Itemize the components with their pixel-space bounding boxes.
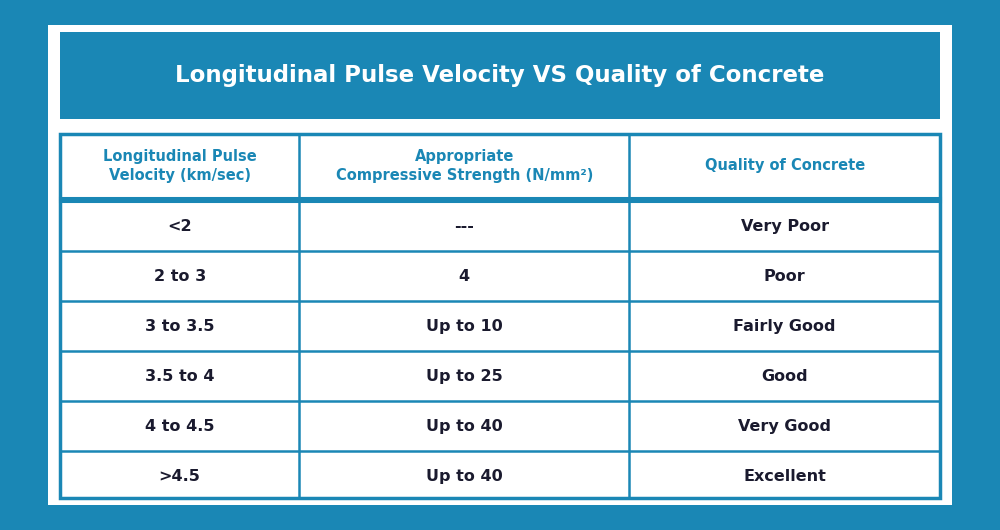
Text: Appropriate
Compressive Strength (N/mm²): Appropriate Compressive Strength (N/mm²) [336, 149, 593, 183]
Text: >4.5: >4.5 [159, 469, 201, 484]
Text: Longitudinal Pulse
Velocity (km/sec): Longitudinal Pulse Velocity (km/sec) [103, 149, 257, 183]
Text: Up to 25: Up to 25 [426, 369, 503, 384]
Text: Very Good: Very Good [738, 419, 831, 434]
Text: Up to 40: Up to 40 [426, 419, 503, 434]
Text: 2 to 3: 2 to 3 [154, 269, 206, 284]
Text: Longitudinal Pulse Velocity VS Quality of Concrete: Longitudinal Pulse Velocity VS Quality o… [175, 64, 825, 87]
Bar [60, 134, 940, 498]
Text: Excellent: Excellent [743, 469, 826, 484]
Text: 3 to 3.5: 3 to 3.5 [145, 319, 214, 334]
Text: Fairly Good: Fairly Good [733, 319, 836, 334]
Text: ---: --- [454, 218, 474, 234]
Text: Up to 10: Up to 10 [426, 319, 503, 334]
Text: 3.5 to 4: 3.5 to 4 [145, 369, 214, 384]
Bar [60, 32, 940, 119]
Text: <2: <2 [167, 218, 192, 234]
Text: Quality of Concrete: Quality of Concrete [705, 158, 865, 173]
Text: Good: Good [761, 369, 808, 384]
Text: Very Poor: Very Poor [741, 218, 829, 234]
Text: Poor: Poor [764, 269, 806, 284]
Text: 4 to 4.5: 4 to 4.5 [145, 419, 214, 434]
Text: 4: 4 [459, 269, 470, 284]
Text: Up to 40: Up to 40 [426, 469, 503, 484]
